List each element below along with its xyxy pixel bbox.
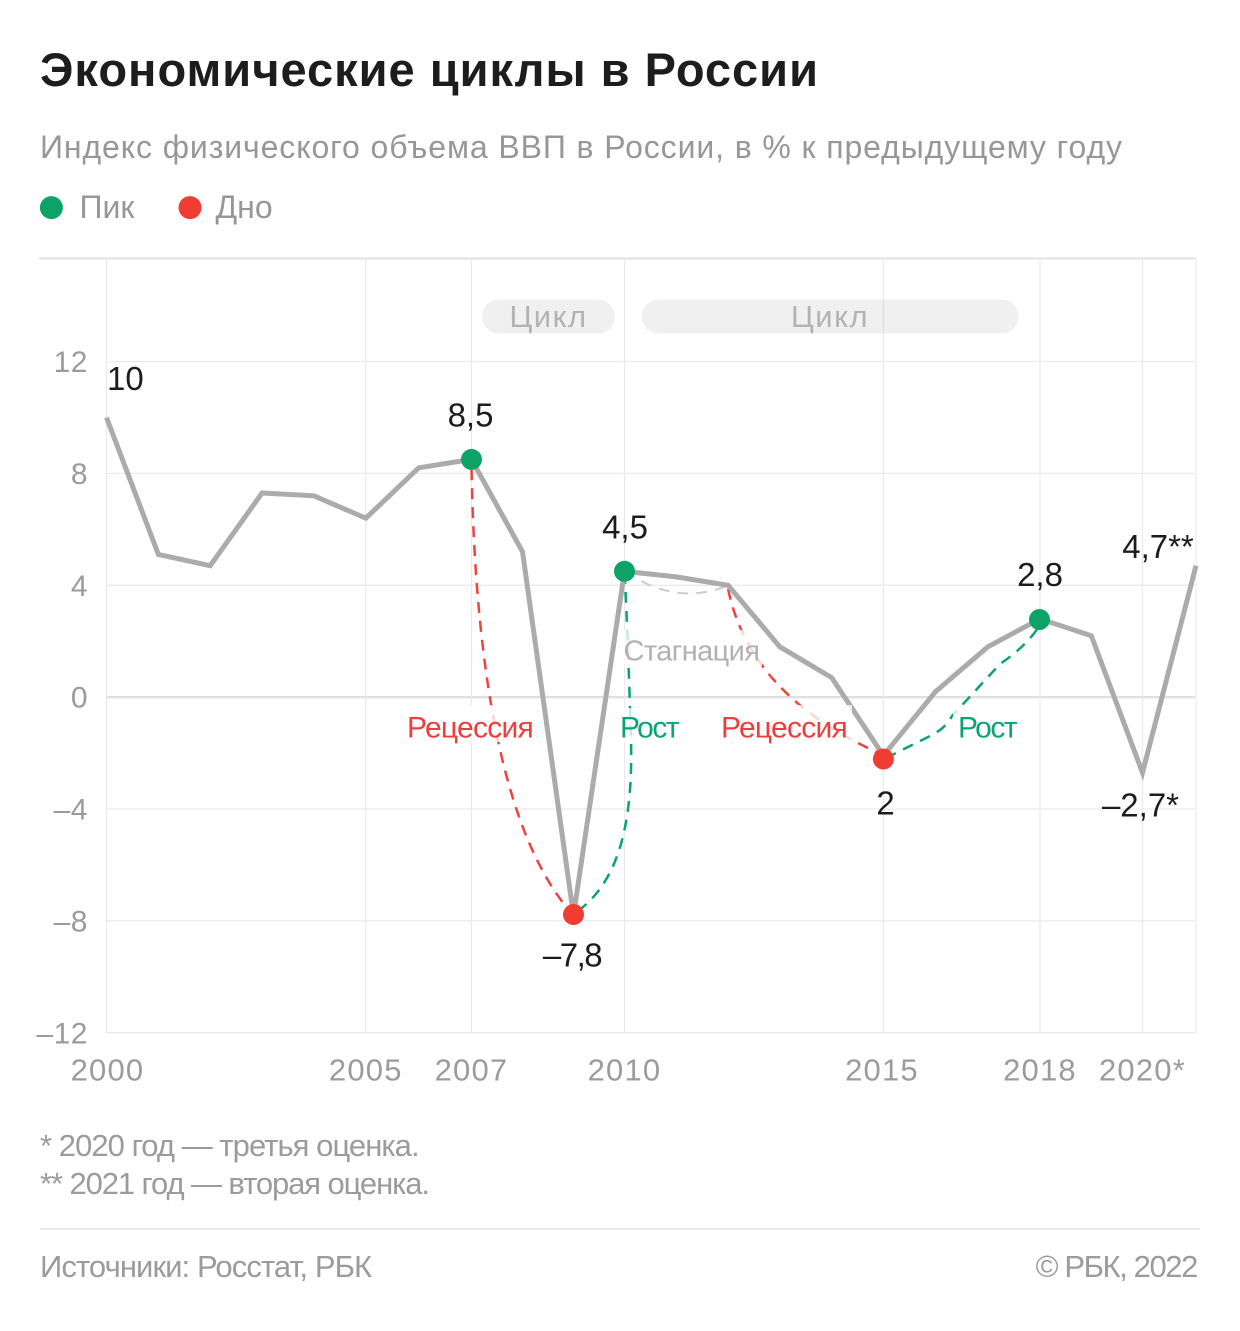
svg-text:Пик: Пик bbox=[80, 189, 136, 225]
svg-text:2010: 2010 bbox=[588, 1053, 662, 1088]
svg-text:–2,7*: –2,7* bbox=[1102, 787, 1179, 824]
svg-text:–4: –4 bbox=[54, 794, 88, 827]
svg-text:2007: 2007 bbox=[435, 1053, 509, 1088]
svg-text:4,7**: 4,7** bbox=[1122, 528, 1194, 565]
svg-text:2020*: 2020* bbox=[1099, 1053, 1186, 1088]
svg-text:2015: 2015 bbox=[845, 1053, 919, 1088]
svg-text:10: 10 bbox=[107, 360, 144, 397]
svg-text:* 2020 год — третья оценка.: * 2020 год — третья оценка. bbox=[40, 1128, 419, 1163]
svg-text:–12: –12 bbox=[36, 1017, 88, 1050]
svg-text:4,5: 4,5 bbox=[602, 509, 648, 546]
svg-text:Индекс физического объема ВВП: Индекс физического объема ВВП в России, … bbox=[40, 129, 1123, 165]
svg-text:2018: 2018 bbox=[1003, 1053, 1077, 1088]
svg-text:Экономические циклы в России: Экономические циклы в России bbox=[40, 43, 819, 96]
svg-text:2000: 2000 bbox=[71, 1053, 145, 1088]
svg-text:Рецессия: Рецессия bbox=[407, 712, 533, 745]
svg-text:2005: 2005 bbox=[329, 1053, 403, 1088]
svg-text:2: 2 bbox=[876, 785, 894, 822]
svg-text:Рост: Рост bbox=[620, 712, 680, 745]
svg-text:Дно: Дно bbox=[216, 189, 273, 225]
svg-text:Источники: Росстат, РБК: Источники: Росстат, РБК bbox=[40, 1249, 372, 1284]
svg-text:2,8: 2,8 bbox=[1017, 556, 1063, 593]
svg-text:8: 8 bbox=[71, 458, 88, 491]
svg-text:** 2021 год — вторая оценка.: ** 2021 год — вторая оценка. bbox=[40, 1166, 429, 1201]
svg-text:–8: –8 bbox=[54, 905, 88, 938]
svg-text:Стагнация: Стагнация bbox=[624, 636, 760, 668]
svg-text:12: 12 bbox=[54, 346, 88, 379]
svg-text:Цикл: Цикл bbox=[509, 299, 587, 334]
svg-text:Рецессия: Рецессия bbox=[721, 712, 847, 745]
svg-text:Рост: Рост bbox=[958, 712, 1018, 745]
svg-text:4: 4 bbox=[71, 570, 88, 603]
svg-text:© РБК, 2022: © РБК, 2022 bbox=[1036, 1249, 1197, 1284]
svg-text:0: 0 bbox=[71, 682, 88, 715]
svg-text:Цикл: Цикл bbox=[791, 299, 869, 334]
svg-text:8,5: 8,5 bbox=[448, 397, 494, 434]
svg-text:–7,8: –7,8 bbox=[543, 937, 601, 974]
